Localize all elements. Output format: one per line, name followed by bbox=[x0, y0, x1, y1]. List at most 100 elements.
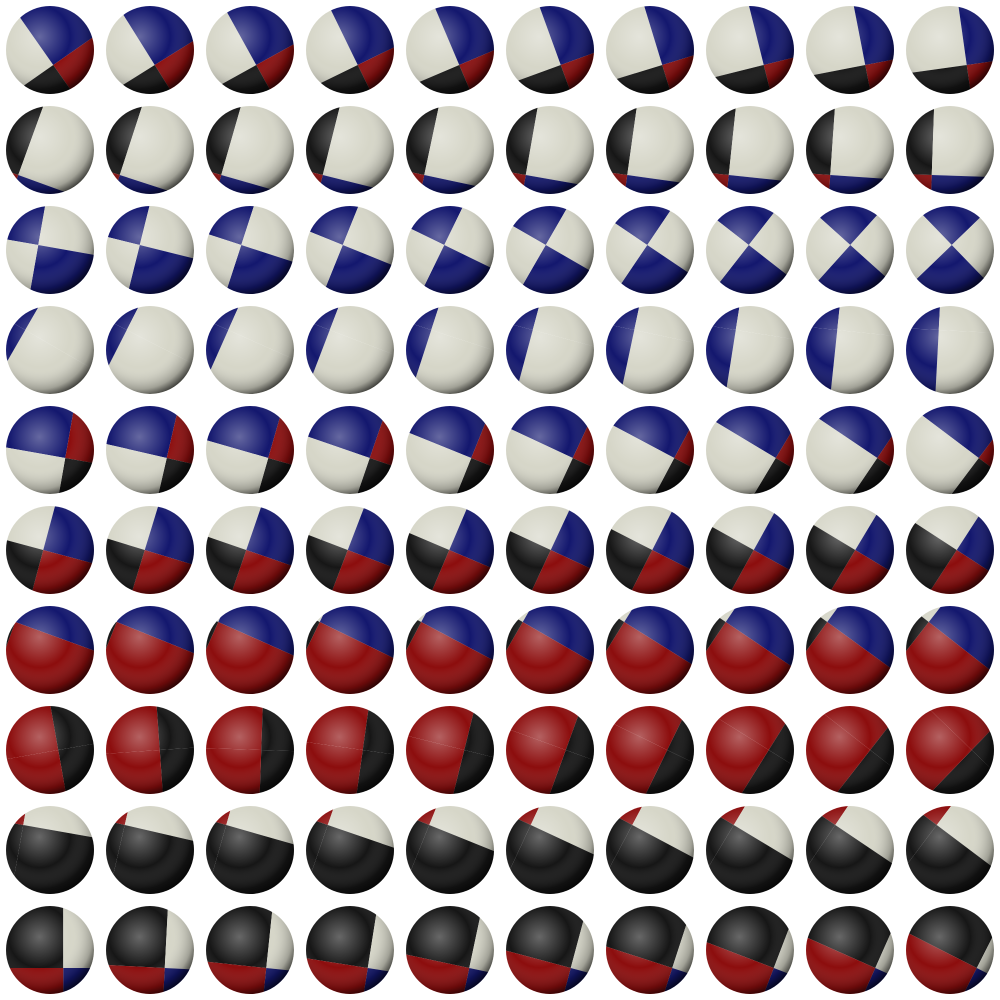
shading bbox=[706, 606, 794, 694]
shading bbox=[6, 306, 94, 394]
ball bbox=[606, 906, 694, 994]
shading bbox=[606, 6, 694, 94]
ball bbox=[806, 6, 894, 94]
ball bbox=[706, 906, 794, 994]
ball bbox=[806, 106, 894, 194]
shading bbox=[806, 206, 894, 294]
shading bbox=[706, 306, 794, 394]
ball bbox=[806, 906, 894, 994]
shading bbox=[306, 406, 394, 494]
ball bbox=[406, 406, 494, 494]
shading bbox=[906, 806, 994, 894]
ball bbox=[906, 706, 994, 794]
shading bbox=[906, 306, 994, 394]
shading bbox=[106, 306, 194, 394]
shading bbox=[106, 706, 194, 794]
ball bbox=[506, 606, 594, 694]
ball bbox=[506, 306, 594, 394]
shading bbox=[306, 6, 394, 94]
ball bbox=[206, 606, 294, 694]
shading bbox=[406, 306, 494, 394]
shading bbox=[606, 506, 694, 594]
ball bbox=[506, 706, 594, 794]
ball bbox=[506, 206, 594, 294]
shading bbox=[306, 106, 394, 194]
ball bbox=[706, 806, 794, 894]
shading bbox=[606, 406, 694, 494]
ball bbox=[706, 606, 794, 694]
ball bbox=[806, 206, 894, 294]
shading bbox=[106, 806, 194, 894]
shading bbox=[906, 906, 994, 994]
shading bbox=[806, 406, 894, 494]
shading bbox=[206, 306, 294, 394]
shading bbox=[806, 906, 894, 994]
shading bbox=[806, 106, 894, 194]
shading bbox=[406, 706, 494, 794]
shading bbox=[706, 506, 794, 594]
shading bbox=[306, 506, 394, 594]
shading bbox=[206, 906, 294, 994]
shading bbox=[506, 6, 594, 94]
ball bbox=[406, 606, 494, 694]
shading bbox=[6, 506, 94, 594]
ball bbox=[806, 606, 894, 694]
ball bbox=[6, 806, 94, 894]
shading bbox=[906, 506, 994, 594]
shading bbox=[806, 606, 894, 694]
shading bbox=[806, 506, 894, 594]
ball bbox=[606, 106, 694, 194]
ball bbox=[106, 206, 194, 294]
ball bbox=[906, 506, 994, 594]
ball bbox=[106, 306, 194, 394]
ball bbox=[6, 206, 94, 294]
ball bbox=[206, 706, 294, 794]
shading bbox=[106, 106, 194, 194]
shading bbox=[6, 206, 94, 294]
ball bbox=[306, 6, 394, 94]
shading bbox=[206, 806, 294, 894]
shading bbox=[206, 6, 294, 94]
ball bbox=[106, 506, 194, 594]
ball bbox=[906, 906, 994, 994]
ball bbox=[406, 306, 494, 394]
ball bbox=[606, 206, 694, 294]
shading bbox=[506, 506, 594, 594]
ball bbox=[806, 506, 894, 594]
shading bbox=[306, 306, 394, 394]
shading bbox=[706, 806, 794, 894]
shading bbox=[406, 6, 494, 94]
shading bbox=[206, 406, 294, 494]
shading bbox=[906, 406, 994, 494]
shading bbox=[406, 906, 494, 994]
shading bbox=[206, 206, 294, 294]
shading bbox=[906, 606, 994, 694]
shading bbox=[406, 206, 494, 294]
shading bbox=[106, 406, 194, 494]
shading bbox=[806, 806, 894, 894]
shading bbox=[706, 906, 794, 994]
shading bbox=[706, 706, 794, 794]
ball bbox=[706, 706, 794, 794]
ball bbox=[406, 506, 494, 594]
ball bbox=[906, 806, 994, 894]
shading bbox=[506, 206, 594, 294]
ball bbox=[106, 706, 194, 794]
ball bbox=[806, 806, 894, 894]
shading bbox=[506, 706, 594, 794]
ball bbox=[506, 906, 594, 994]
shading bbox=[106, 906, 194, 994]
shading bbox=[706, 106, 794, 194]
ball bbox=[306, 706, 394, 794]
ball bbox=[206, 6, 294, 94]
shading bbox=[806, 306, 894, 394]
shading bbox=[106, 6, 194, 94]
ball bbox=[506, 6, 594, 94]
ball bbox=[306, 406, 394, 494]
ball bbox=[606, 506, 694, 594]
shading bbox=[506, 906, 594, 994]
shading bbox=[406, 506, 494, 594]
shading bbox=[706, 6, 794, 94]
shading bbox=[306, 606, 394, 694]
